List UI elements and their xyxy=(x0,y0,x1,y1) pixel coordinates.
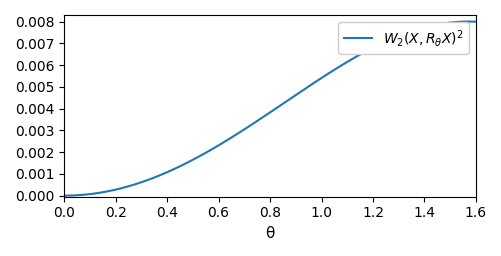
$W_2(X, R_{\theta}X)^2$ xyxy=(343,60,349,63)
$W_2(X, R_{\theta}X)^2$ xyxy=(242,127,248,130)
$W_2(X, R_{\theta}X)^2$ xyxy=(464,20,470,23)
X-axis label: θ: θ xyxy=(265,226,274,241)
$W_2(X, R_{\theta}X)^2$ xyxy=(389,37,395,40)
$W_2(X, R_{\theta}X)^2$ xyxy=(103,190,109,193)
$W_2(X, R_{\theta}X)^2$ xyxy=(472,20,478,23)
$W_2(X, R_{\theta}X)^2$ xyxy=(61,194,67,197)
$W_2(X, R_{\theta}X)^2$ xyxy=(227,136,233,140)
Line: $W_2(X, R_{\theta}X)^2$: $W_2(X, R_{\theta}X)^2$ xyxy=(64,22,475,196)
Legend: $W_2(X, R_{\theta}X)^2$: $W_2(X, R_{\theta}X)^2$ xyxy=(338,22,468,54)
$W_2(X, R_{\theta}X)^2$ xyxy=(381,40,387,43)
